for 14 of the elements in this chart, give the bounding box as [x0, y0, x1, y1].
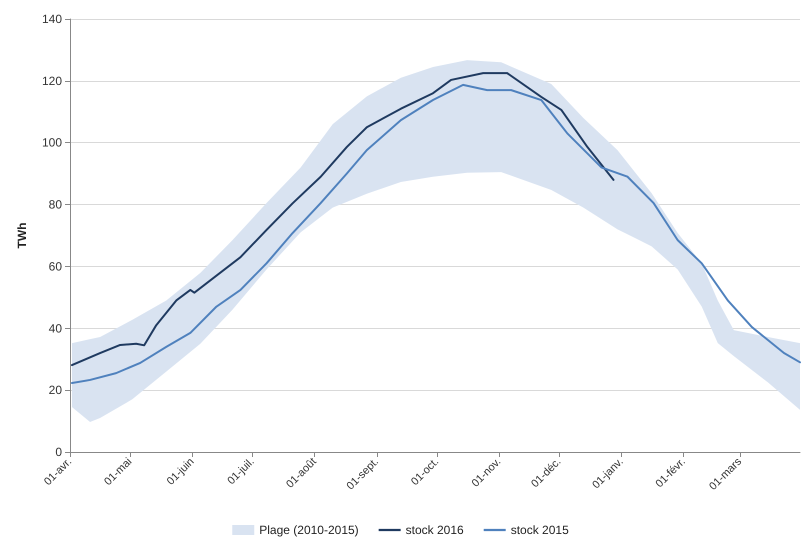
- y-tick-label: 40: [48, 321, 62, 336]
- y-axis-title: TWh: [15, 222, 29, 248]
- y-tick-label: 140: [42, 12, 62, 26]
- line-series: [71, 84, 801, 384]
- y-tick-label: 60: [48, 259, 62, 274]
- y-tick-label: 0: [55, 445, 62, 459]
- legend-label: stock 2016: [406, 523, 464, 537]
- y-tick-label: 20: [48, 383, 62, 398]
- y-tick-label: 80: [48, 198, 62, 212]
- legend-label: Plage (2010-2015): [259, 523, 359, 537]
- y-tick-label: 120: [42, 74, 62, 88]
- y-tick-label: 100: [42, 136, 62, 150]
- line-series: [71, 72, 614, 366]
- legend-label: stock 2015: [510, 523, 570, 537]
